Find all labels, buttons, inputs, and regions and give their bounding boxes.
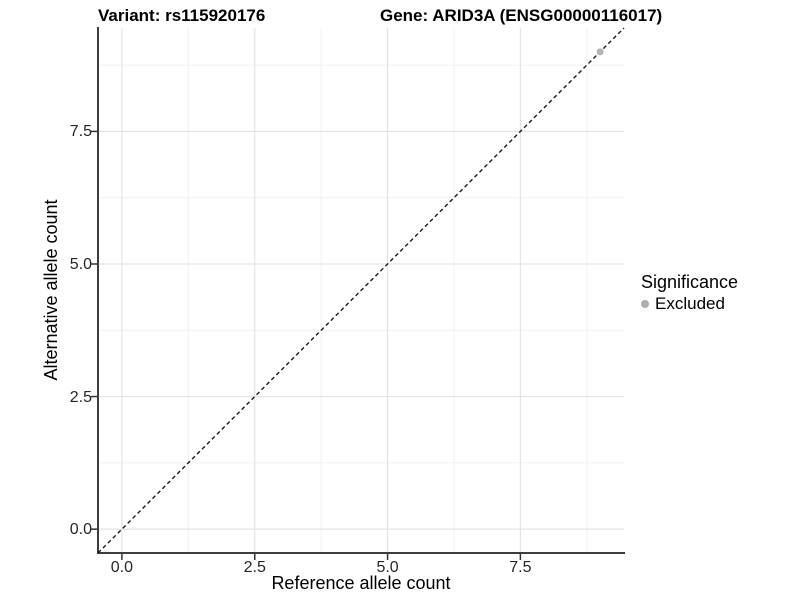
x-tick-labels: 0.0 2.5 5.0 7.5 <box>98 558 624 578</box>
excluded-point-icon <box>641 300 649 308</box>
data-point <box>596 48 604 56</box>
y-tick-label: 7.5 <box>69 123 92 141</box>
legend-item-label: Excluded <box>655 294 725 313</box>
x-tick-label: 5.0 <box>376 559 399 576</box>
legend-item-excluded: Excluded <box>641 294 738 314</box>
plot-title-variant: Variant: rs115920176 <box>98 6 266 25</box>
plot-svg <box>91 27 625 560</box>
y-tick-labels: 0.0 2.5 5.0 7.5 <box>40 28 92 553</box>
identity-dashed-line <box>97 27 625 554</box>
x-tick-label: 0.0 <box>110 559 134 576</box>
x-tick-label: 7.5 <box>509 559 532 576</box>
plot-title-gene: Gene: ARID3A (ENSG00000116017) <box>380 6 663 25</box>
x-axis-title: Reference allele count <box>271 573 451 593</box>
y-tick-label: 2.5 <box>69 388 92 406</box>
y-tick-label: 0.0 <box>69 521 92 539</box>
y-tick-label: 5.0 <box>69 255 92 273</box>
x-tick-label: 2.5 <box>243 559 266 576</box>
legend-title: Significance <box>641 272 739 292</box>
plot-panel <box>91 27 625 560</box>
legend: Significance Excluded <box>641 271 738 314</box>
